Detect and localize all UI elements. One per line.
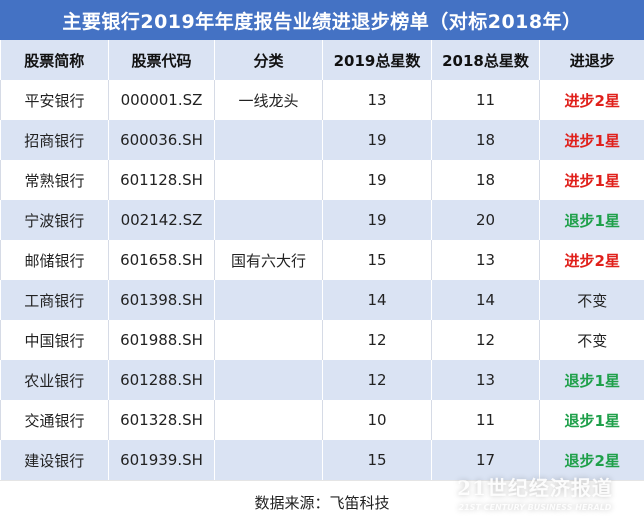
category-cell <box>215 360 323 400</box>
stars-2019-cell: 12 <box>323 360 432 400</box>
stock-code-cell: 601288.SH <box>109 360 215 400</box>
stock-code-cell: 601988.SH <box>109 320 215 360</box>
category-cell <box>215 160 323 200</box>
stars-2019-cell: 15 <box>323 440 432 480</box>
stars-2019-cell: 15 <box>323 240 432 280</box>
stock-code-cell: 601398.SH <box>109 280 215 320</box>
stars-2019-cell: 10 <box>323 400 432 440</box>
header-name: 股票简称 <box>1 40 109 80</box>
header-category: 分类 <box>215 40 323 80</box>
stars-2018-cell: 18 <box>432 160 540 200</box>
stars-2018-cell: 13 <box>432 360 540 400</box>
stock-name-cell: 中国银行 <box>1 320 109 360</box>
table-title: 主要银行2019年年度报告业绩进退步榜单（对标2018年） <box>0 0 644 40</box>
stars-2018-cell: 17 <box>432 440 540 480</box>
stars-2019-cell: 19 <box>323 200 432 240</box>
change-cell: 退步1星 <box>540 360 644 400</box>
stock-name-cell: 常熟银行 <box>1 160 109 200</box>
header-stars-2019: 2019总星数 <box>323 40 432 80</box>
stars-2018-cell: 11 <box>432 400 540 440</box>
category-cell <box>215 120 323 160</box>
stars-2019-cell: 19 <box>323 120 432 160</box>
data-source: 数据来源：飞笛科技 <box>0 480 644 523</box>
stock-code-cell: 002142.SZ <box>109 200 215 240</box>
stars-2018-cell: 20 <box>432 200 540 240</box>
stock-name-cell: 平安银行 <box>1 80 109 120</box>
stars-2018-cell: 18 <box>432 120 540 160</box>
stars-2018-cell: 14 <box>432 280 540 320</box>
stock-code-cell: 601658.SH <box>109 240 215 280</box>
stars-2019-cell: 13 <box>323 80 432 120</box>
stars-2018-cell: 12 <box>432 320 540 360</box>
stock-name-cell: 邮储银行 <box>1 240 109 280</box>
category-cell <box>215 400 323 440</box>
change-cell: 进步2星 <box>540 240 644 280</box>
change-cell: 退步1星 <box>540 400 644 440</box>
header-code: 股票代码 <box>109 40 215 80</box>
header-change: 进退步 <box>540 40 644 80</box>
stock-name-cell: 交通银行 <box>1 400 109 440</box>
category-cell <box>215 440 323 480</box>
change-cell: 退步2星 <box>540 440 644 480</box>
category-cell <box>215 200 323 240</box>
stock-name-cell: 招商银行 <box>1 120 109 160</box>
stars-2019-cell: 14 <box>323 280 432 320</box>
stars-2019-cell: 12 <box>323 320 432 360</box>
stars-2019-cell: 19 <box>323 160 432 200</box>
stock-code-cell: 601328.SH <box>109 400 215 440</box>
stock-code-cell: 601128.SH <box>109 160 215 200</box>
stars-2018-cell: 13 <box>432 240 540 280</box>
header-stars-2018: 2018总星数 <box>432 40 540 80</box>
change-cell: 不变 <box>540 280 644 320</box>
change-cell: 退步1星 <box>540 200 644 240</box>
stars-2018-cell: 11 <box>432 80 540 120</box>
stock-name-cell: 建设银行 <box>1 440 109 480</box>
category-cell <box>215 320 323 360</box>
stock-code-cell: 601939.SH <box>109 440 215 480</box>
change-cell: 进步1星 <box>540 160 644 200</box>
change-cell: 进步2星 <box>540 80 644 120</box>
stock-name-cell: 工商银行 <box>1 280 109 320</box>
category-cell: 国有六大行 <box>215 240 323 280</box>
stock-name-cell: 农业银行 <box>1 360 109 400</box>
change-cell: 不变 <box>540 320 644 360</box>
category-cell: 一线龙头 <box>215 80 323 120</box>
header-row: 股票简称 股票代码 分类 2019总星数 2018总星数 进退步 <box>1 40 644 80</box>
stock-code-cell: 600036.SH <box>109 120 215 160</box>
change-cell: 进步1星 <box>540 120 644 160</box>
stock-name-cell: 宁波银行 <box>1 200 109 240</box>
category-cell <box>215 280 323 320</box>
stock-code-cell: 000001.SZ <box>109 80 215 120</box>
